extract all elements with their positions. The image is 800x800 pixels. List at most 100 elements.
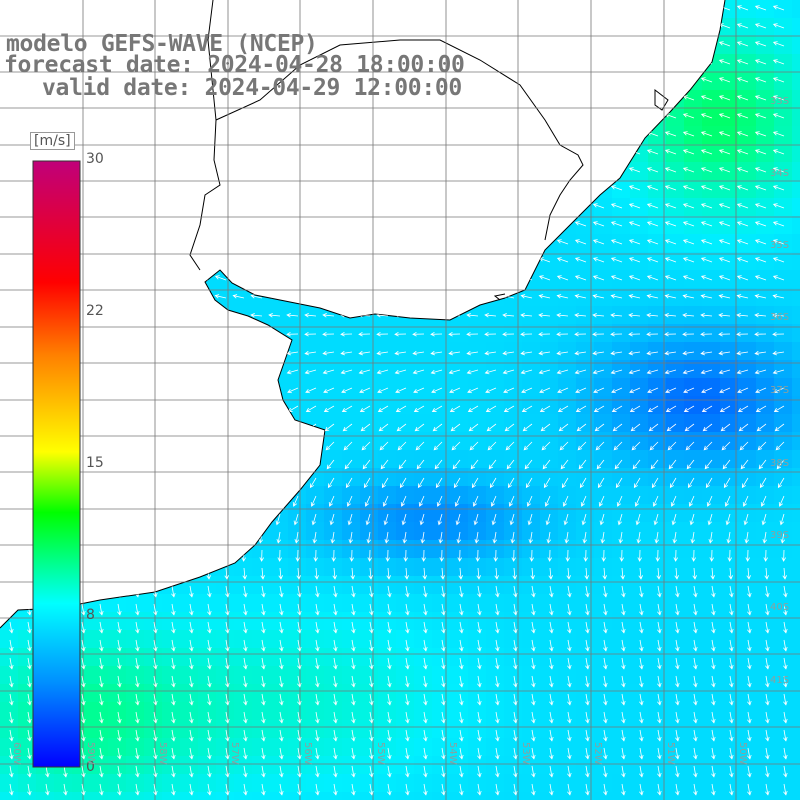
speed-cell <box>414 666 433 685</box>
speed-cell <box>252 144 271 163</box>
wind-arrow <box>253 441 263 451</box>
speed-cell <box>504 666 523 685</box>
speed-cell <box>612 36 631 55</box>
speed-cell <box>774 504 793 523</box>
speed-cell <box>792 684 800 703</box>
wind-arrow <box>189 603 194 616</box>
wind-arrow <box>142 167 155 173</box>
speed-cell <box>288 720 307 739</box>
speed-cell <box>504 198 523 217</box>
wind-arrow <box>585 765 590 778</box>
wind-arrow <box>475 549 480 562</box>
wind-arrow <box>309 477 317 489</box>
speed-cell <box>774 324 793 343</box>
speed-cell <box>180 162 199 181</box>
wind-arrow <box>89 405 101 412</box>
wind-arrow <box>304 312 317 318</box>
wind-arrow <box>585 783 590 796</box>
speed-cell <box>342 342 361 361</box>
speed-cell <box>144 378 163 397</box>
speed-cell <box>162 558 181 577</box>
speed-cell <box>792 468 800 487</box>
speed-cell <box>198 594 217 613</box>
speed-cell <box>234 234 253 253</box>
speed-cell <box>306 0 325 19</box>
wind-arrow <box>315 639 320 652</box>
wind-arrow <box>682 350 695 356</box>
wind-arrow <box>639 585 644 598</box>
colorbar-tick-label: 15 <box>86 455 104 471</box>
speed-cell <box>468 792 487 800</box>
speed-cell <box>18 738 37 757</box>
wind-arrow <box>495 729 500 742</box>
wind-arrow <box>657 729 662 742</box>
wind-arrow <box>448 221 461 227</box>
wind-arrow <box>261 729 266 742</box>
wind-arrow <box>297 729 302 742</box>
speed-cell <box>450 666 469 685</box>
speed-cell <box>612 468 631 487</box>
speed-cell <box>0 180 19 199</box>
speed-cell <box>774 648 793 667</box>
wind-arrow <box>178 294 191 299</box>
wind-arrow <box>369 693 374 706</box>
speed-cell <box>126 630 145 649</box>
wind-arrow <box>520 239 533 245</box>
speed-cell <box>234 198 253 217</box>
speed-cell <box>594 594 613 613</box>
latitude-label: 34S <box>770 168 790 179</box>
wind-arrow <box>288 423 299 432</box>
wind-arrow <box>225 693 230 706</box>
wind-arrow <box>313 549 318 562</box>
wind-arrow <box>754 185 767 191</box>
wind-arrow <box>304 113 317 119</box>
speed-cell <box>306 324 325 343</box>
speed-cell <box>540 774 559 793</box>
wind-arrow <box>502 95 515 101</box>
wind-arrow <box>286 113 299 119</box>
wind-arrow <box>701 387 713 394</box>
wind-arrow <box>333 621 338 634</box>
speed-cell <box>144 144 163 163</box>
speed-cell <box>18 720 37 739</box>
speed-cell <box>360 504 379 523</box>
speed-cell <box>180 756 199 775</box>
wind-arrow <box>700 257 713 263</box>
speed-cell <box>342 720 361 739</box>
speed-cell <box>126 432 145 451</box>
speed-cell <box>738 720 757 739</box>
wind-arrow <box>538 185 551 191</box>
speed-cell <box>270 792 289 800</box>
speed-cell <box>702 504 721 523</box>
speed-cell <box>0 378 19 397</box>
wind-arrow <box>546 531 552 544</box>
wind-arrow <box>674 567 679 580</box>
wind-arrow <box>401 513 407 526</box>
wind-arrow <box>16 312 29 318</box>
speed-cell <box>396 306 415 325</box>
wind-arrow <box>747 657 752 670</box>
speed-cell <box>738 648 757 667</box>
speed-cell <box>360 180 379 199</box>
wind-arrow <box>711 747 716 760</box>
wind-arrow <box>133 549 138 562</box>
wind-arrow <box>736 257 749 263</box>
wind-arrow <box>700 167 713 173</box>
wind-arrow <box>754 203 767 209</box>
wind-arrow <box>413 405 425 412</box>
speed-cell <box>378 684 397 703</box>
wind-arrow <box>0 423 11 432</box>
wind-arrow <box>270 423 281 432</box>
wind-arrow <box>169 549 174 562</box>
wind-arrow <box>610 312 623 318</box>
speed-cell <box>306 774 325 793</box>
speed-cell <box>504 630 523 649</box>
wind-arrow <box>736 294 749 299</box>
wind-arrow <box>484 275 497 281</box>
wind-arrow <box>296 567 301 580</box>
wind-arrow <box>693 729 698 742</box>
wind-arrow <box>432 423 443 432</box>
speed-cell <box>792 54 800 73</box>
wind-arrow <box>0 369 11 375</box>
wind-arrow <box>412 149 425 155</box>
